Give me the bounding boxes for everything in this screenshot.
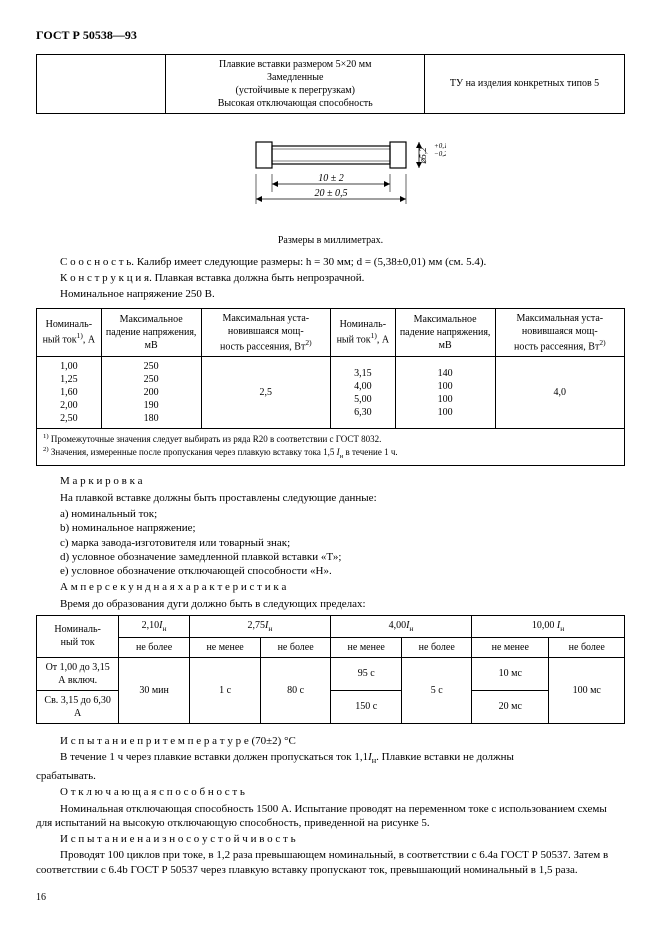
marking-list: a) номинальный ток; b) номинальное напря… — [60, 507, 625, 578]
marking-intro: На плавкой вставке должны быть проставле… — [36, 491, 625, 505]
p-volt: Номинальное напряжение 250 В. — [36, 287, 625, 301]
temp-label: И с п ы т а н и е п р и т е м п е р а т … — [36, 734, 625, 748]
doc-code: ГОСТ Р 50538—93 — [36, 28, 625, 44]
type-table: Плавкие вставки размером 5×20 мм Замедле… — [36, 54, 625, 114]
data-table-2: Номиналь-ный ток 2,10Iн 2,75Iн 4,00Iн 10… — [36, 615, 625, 724]
ampsec-text: Время до образования дуги должно быть в … — [36, 597, 625, 611]
disc-label: О т к л ю ч а ю щ а я с п о с о б н о с … — [36, 785, 625, 799]
cell-empty — [37, 54, 166, 113]
svg-text:−0,2: −0,2 — [434, 150, 446, 158]
svg-text:10 ± 2: 10 ± 2 — [318, 173, 344, 184]
p-soosnost: С о о с н о с т ь. Калибр имеет следующи… — [36, 255, 625, 269]
marking-label: М а р к и р о в к а — [36, 474, 625, 488]
page-number: 16 — [36, 891, 625, 904]
temp-text2: срабатывать. — [36, 769, 625, 783]
data-table-1: Номиналь-ный ток1), А Максимальное паден… — [36, 308, 625, 467]
svg-text:20 ± 0,5: 20 ± 0,5 — [314, 188, 347, 199]
cell-tu: ТУ на изделия конкретных типов 5 — [425, 54, 625, 113]
wear-label: И с п ы т а н и е н а и з н о с о у с т … — [36, 832, 625, 846]
temp-text: В течение 1 ч через плавкие вставки долж… — [36, 750, 625, 767]
disc-text: Номинальная отключающая способность 1500… — [36, 802, 625, 831]
p-konstr: К о н с т р у к ц и я. Плавкая вставка д… — [36, 271, 625, 285]
svg-text:+0,1: +0,1 — [434, 142, 446, 150]
figure: 10 ± 2 20 ± 0,5 ⌀5,2 +0,1 −0,2 — [36, 124, 625, 228]
svg-text:⌀5,2: ⌀5,2 — [418, 146, 428, 163]
figure-caption: Размеры в миллиметрах. — [36, 234, 625, 247]
wear-text: Проводят 100 циклов при токе, в 1,2 раза… — [36, 848, 625, 877]
cell-desc: Плавкие вставки размером 5×20 мм Замедле… — [166, 54, 425, 113]
ampsec-label: А м п е р с е к у н д н а я х а р а к т … — [36, 580, 625, 594]
